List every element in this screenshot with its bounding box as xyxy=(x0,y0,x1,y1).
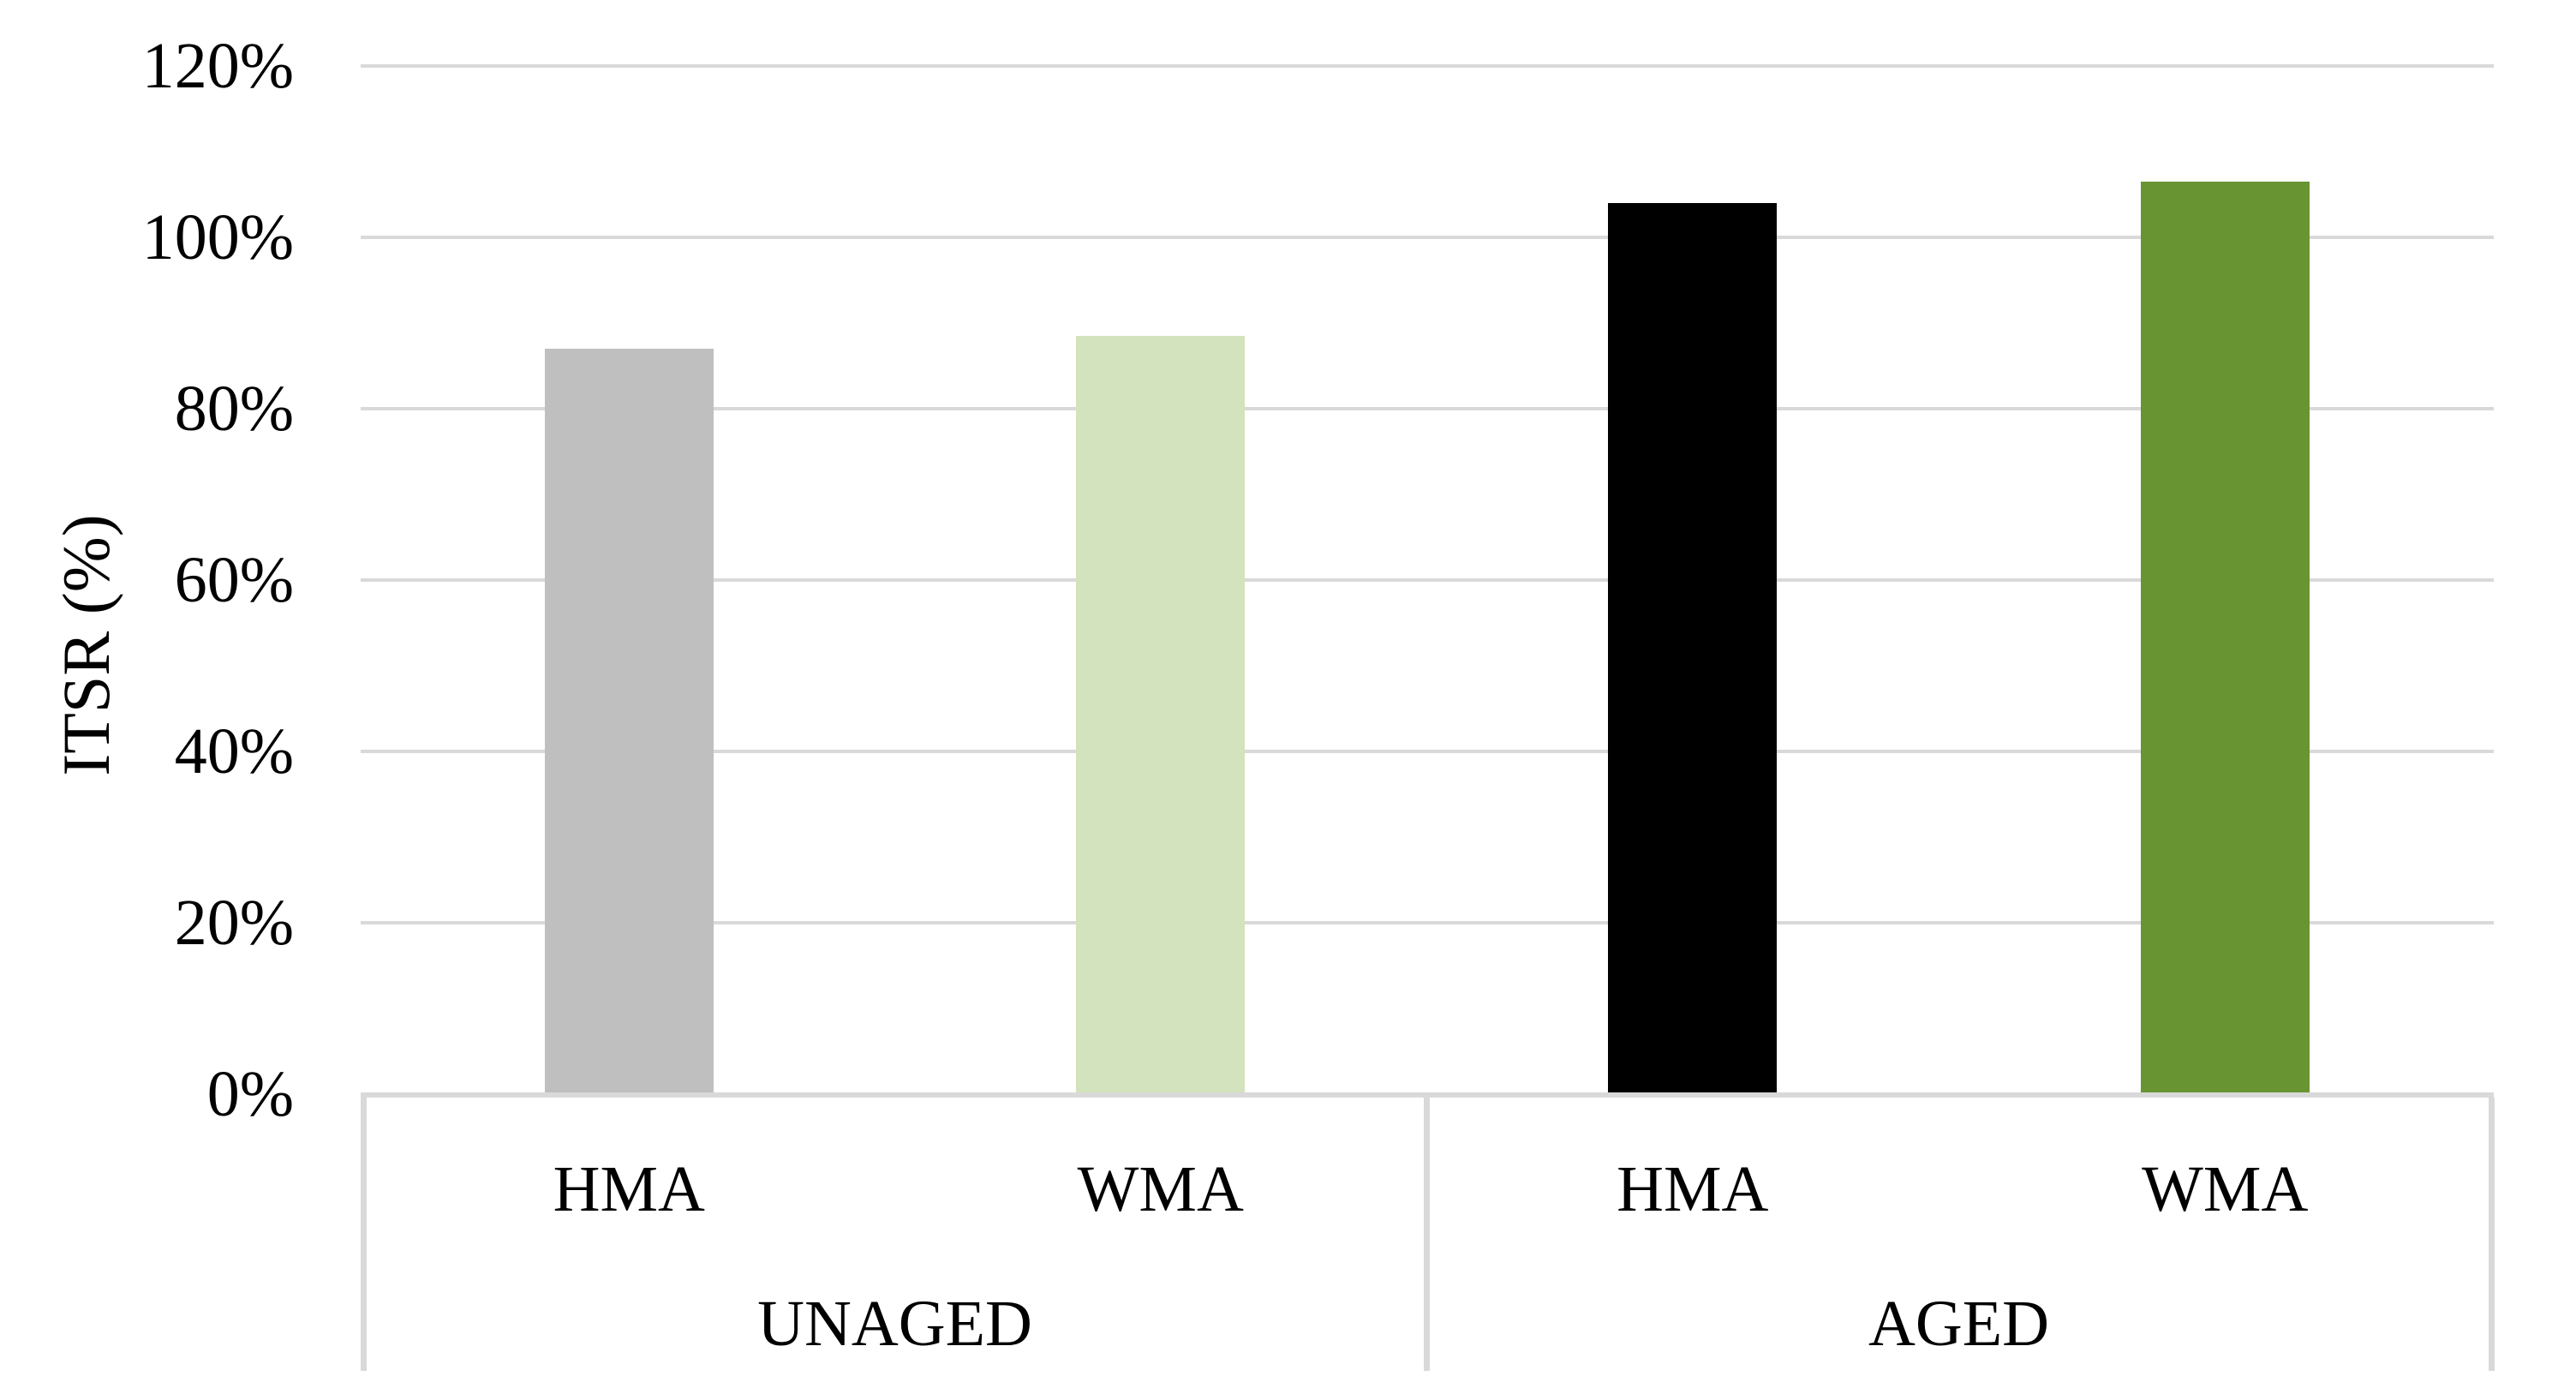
y-tick-label-100: 100% xyxy=(141,201,294,273)
y-tick-label-60: 60% xyxy=(174,544,294,616)
y-tick-label-80: 80% xyxy=(174,373,294,445)
category-label-unaged-hma: HMA xyxy=(553,1153,705,1225)
bar-aged-wma xyxy=(2141,182,2310,1094)
gridline-60 xyxy=(361,578,2494,582)
category-divider-2 xyxy=(2489,1098,2495,1371)
x-axis-line xyxy=(361,1092,2494,1098)
bar-aged-hma xyxy=(1608,203,1777,1094)
y-tick-label-120: 120% xyxy=(141,30,294,102)
category-divider-1 xyxy=(1424,1098,1430,1371)
group-label-aged: AGED xyxy=(1868,1288,2050,1360)
y-tick-label-20: 20% xyxy=(174,887,294,959)
gridline-40 xyxy=(361,750,2494,753)
category-label-aged-wma: WMA xyxy=(2142,1153,2309,1225)
gridline-80 xyxy=(361,407,2494,410)
gridline-20 xyxy=(361,921,2494,924)
gridline-120 xyxy=(361,64,2494,68)
y-tick-label-0: 0% xyxy=(206,1058,294,1130)
bar-unaged-hma xyxy=(545,349,714,1094)
group-label-unaged: UNAGED xyxy=(757,1288,1032,1360)
gridline-100 xyxy=(361,236,2494,239)
category-label-unaged-wma: WMA xyxy=(1077,1153,1244,1225)
bar-unaged-wma xyxy=(1076,336,1245,1094)
category-label-aged-hma: HMA xyxy=(1617,1153,1769,1225)
y-tick-label-40: 40% xyxy=(174,715,294,787)
category-divider-0 xyxy=(361,1098,367,1371)
